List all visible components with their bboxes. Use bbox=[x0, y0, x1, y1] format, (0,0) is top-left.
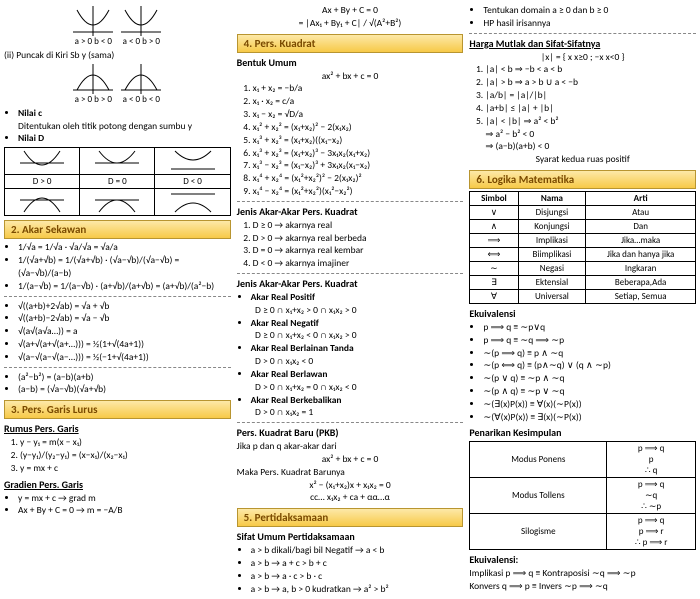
parab-caption: a < 0 b < 0 bbox=[123, 94, 160, 105]
vieta-list: x₁ + x₂ = −b/a x₁ · x₂ = c/a x₁ − x₂ = √… bbox=[253, 82, 464, 197]
column-1: a > 0 b < 0 a < 0 b > 0 (ii) Puncak di K… bbox=[4, 4, 231, 595]
section-4-heading: 4. Pers. Kuadrat bbox=[237, 34, 464, 53]
nilai-c-text: Ditentukan oleh titik potong dengan sumb… bbox=[18, 120, 192, 132]
ekui-heading: Ekuivalensi bbox=[469, 307, 696, 320]
parab-caption: a > 0 b > 0 bbox=[75, 94, 112, 105]
pkb-line-1: Jika p dan q akar-akar dari bbox=[237, 440, 464, 453]
akar-list-2: √((a+b)+2√ab) = √a + √b √((a+b)−2√ab) = … bbox=[18, 300, 231, 364]
harga-def: |x| = { x x≥0 ; −x x<0 } bbox=[469, 51, 696, 64]
gradien-heading: Gradien Pers. Garis bbox=[4, 478, 231, 491]
top-eq-1: Ax + By + C = 0 bbox=[237, 4, 464, 17]
column-3: Tentukan domain a ≥ 0 dan b ≥ 0 HP hasil… bbox=[469, 4, 696, 595]
nilai-d-heading: Nilai D bbox=[18, 132, 44, 144]
ii-label: (ii) Puncak di Kiri Sb y (sama) bbox=[4, 49, 231, 62]
syarat-text: Syarat kedua ruas positif bbox=[469, 153, 696, 166]
parabola-row-1: a > 0 b < 0 a < 0 b > 0 bbox=[4, 6, 231, 47]
pkb-heading: Pers. Kuadrat Baru (PKB) bbox=[237, 426, 464, 439]
gradien-list: y = mx + c → grad m Ax + By + C = 0 → m … bbox=[18, 492, 231, 518]
jenis-heading: Jenis Akar-Akar Pers. Kuadrat bbox=[237, 205, 464, 218]
harga-list: |a| < b ⇒ −b < a < b |a| > b ⇒ a > b ∪ a… bbox=[485, 63, 696, 153]
ekui2-heading: Ekuivalensi: bbox=[469, 553, 696, 566]
sifat-list: a > b dikali/bagi bil Negatif → a < b a … bbox=[251, 544, 464, 595]
harga-heading: Harga Mutlak dan Sifat-Sifatnya bbox=[469, 37, 696, 50]
logic-table: SimbolNamaArti ∨DisjungsiAtau ∧Konjungsi… bbox=[469, 191, 696, 304]
top-eq-2: = |Ax₁ + By₁ + C| / √(A²+B²) bbox=[237, 17, 464, 30]
parab-caption: a > 0 b < 0 bbox=[75, 36, 112, 47]
section-6-heading: 6. Logika Matematika bbox=[469, 170, 696, 189]
section-5-heading: 5. Pertidaksamaan bbox=[237, 508, 464, 527]
jenis2-heading: Jenis Akar-Akar Pers. Kuadrat bbox=[237, 277, 464, 290]
akar-list-1: 1/√a = 1/√a · √a/√a = √a/a 1/(√a+√b) = 1… bbox=[18, 241, 231, 292]
penarik-table: Modus Ponensp ⟹ q p ∴ q Modus Tollensp ⟹… bbox=[469, 441, 696, 550]
ekui-list: p ⟹ q ≡ ∼p∨q p ⟹ q ≡ ∼q ⟹ ∼p ∼(p ⟹ q) ≡ … bbox=[483, 321, 696, 424]
penarik-heading: Penarikan Kesimpulan bbox=[469, 426, 696, 439]
rumus-heading: Rumus Pers. Garis bbox=[4, 422, 231, 435]
discriminant-table: D > 0D = 0D < 0 bbox=[4, 147, 231, 216]
bentuk-eq: ax² + bx + c = 0 bbox=[237, 70, 464, 83]
jenis2-list: Akar Real Positif D ≥ 0 ∩ x₁+x₂ > 0 ∩ x₁… bbox=[251, 291, 464, 419]
parabola-row-2: a > 0 b > 0 a < 0 b < 0 bbox=[4, 64, 231, 105]
sifat-heading: Sifat Umum Pertidaksamaan bbox=[237, 530, 464, 543]
ekui2-2: Konvers q ⟹ p ≡ Invers ∼p ⟹ ∼q bbox=[469, 580, 696, 593]
section-2-heading: 2. Akar Sekawan bbox=[4, 220, 231, 239]
column-2: Ax + By + C = 0 = |Ax₁ + By₁ + C| / √(A²… bbox=[237, 4, 464, 595]
pkb-line-4: x² − (x₁+x₂)x + x₁x₂ = 0 bbox=[237, 479, 464, 492]
jenis-list: D ≥ 0 → akarnya real D > 0 → akarnya rea… bbox=[253, 219, 464, 270]
bentuk-heading: Bentuk Umum bbox=[237, 56, 464, 69]
rumus-list: y − y₁ = m(x − x₁) (y−y₁)/(y₂−y₁) = (x−x… bbox=[20, 436, 231, 474]
section-3-heading: 3. Pers. Garis Lurus bbox=[4, 400, 231, 419]
akar-list-3: (a²−b²) = (a−b)(a+b) (a−b) = (√a−√b)(√a+… bbox=[18, 371, 231, 397]
nilai-c-heading: Nilai c bbox=[18, 107, 42, 119]
top-notes: Tentukan domain a ≥ 0 dan b ≥ 0 HP hasil… bbox=[483, 4, 696, 30]
parab-caption: a < 0 b > 0 bbox=[123, 36, 160, 47]
pkb-line-5: cc… x₁x₂ + ca + αα…α bbox=[237, 491, 464, 504]
pkb-line-3: Maka Pers. Kuadrat Barunya bbox=[237, 466, 464, 479]
pkb-line-2: ax² + bx + c = 0 bbox=[237, 453, 464, 466]
